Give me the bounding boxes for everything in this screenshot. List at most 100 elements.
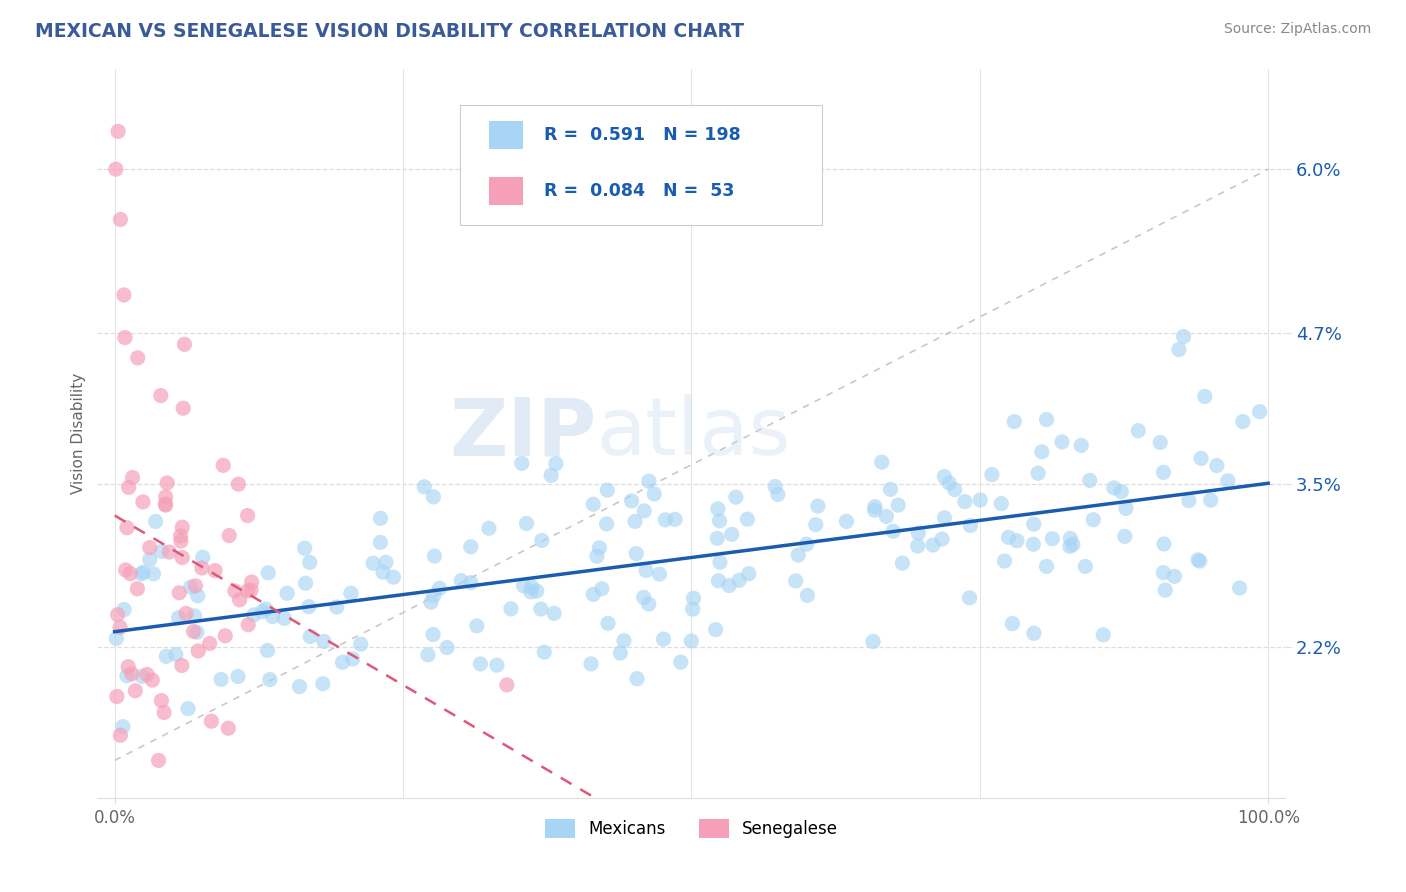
Point <box>1062 537 1084 551</box>
Point <box>422 589 444 603</box>
Y-axis label: Vision Disability: Vision Disability <box>72 373 86 494</box>
Point <box>167 586 190 600</box>
Point <box>1070 438 1092 452</box>
Point <box>107 124 129 138</box>
Point <box>543 607 565 621</box>
Point <box>997 530 1019 544</box>
Point <box>1178 493 1201 508</box>
Point <box>209 673 232 687</box>
Point <box>595 516 617 531</box>
Point <box>586 549 609 564</box>
Point <box>191 561 214 575</box>
Point <box>104 162 127 177</box>
Point <box>110 212 132 227</box>
Point <box>294 541 316 556</box>
Point <box>460 540 482 554</box>
Point <box>709 555 731 569</box>
Point <box>155 490 177 504</box>
Point <box>875 509 897 524</box>
Point <box>891 556 914 570</box>
Point <box>460 575 482 590</box>
Point <box>579 657 602 671</box>
Text: R =  0.084   N =  53: R = 0.084 N = 53 <box>544 182 734 200</box>
Text: ZIP: ZIP <box>449 394 596 473</box>
Point <box>520 580 543 594</box>
Point <box>131 566 153 581</box>
Point <box>682 591 704 606</box>
Point <box>959 518 981 533</box>
Point <box>1050 434 1073 449</box>
Point <box>1092 628 1115 642</box>
Point <box>620 494 643 508</box>
Point <box>254 602 277 616</box>
Point <box>127 351 149 365</box>
Point <box>117 659 139 673</box>
Point <box>180 580 202 594</box>
Point <box>114 563 136 577</box>
Point <box>361 556 384 570</box>
Point <box>312 676 335 690</box>
Point <box>374 555 396 569</box>
Point <box>1109 484 1132 499</box>
Point <box>342 652 364 666</box>
Point <box>204 564 226 578</box>
Point <box>198 636 221 650</box>
Point <box>236 583 259 598</box>
Point <box>107 607 129 622</box>
Point <box>652 632 675 646</box>
Point <box>626 672 648 686</box>
Point <box>870 455 893 469</box>
Point <box>993 554 1015 568</box>
Point <box>136 667 159 681</box>
Point <box>516 516 538 531</box>
Point <box>121 666 143 681</box>
Point <box>1074 559 1097 574</box>
Point <box>1005 533 1028 548</box>
Text: atlas: atlas <box>596 394 790 473</box>
Point <box>200 714 222 729</box>
Point <box>187 589 209 603</box>
Point <box>1152 466 1174 480</box>
Point <box>1205 458 1227 473</box>
Point <box>262 609 284 624</box>
Point <box>298 599 321 614</box>
Point <box>243 607 266 622</box>
Point <box>634 564 657 578</box>
Point <box>172 520 194 534</box>
Point <box>1026 467 1049 481</box>
Point <box>150 693 173 707</box>
Text: Source: ZipAtlas.com: Source: ZipAtlas.com <box>1223 22 1371 37</box>
Point <box>681 634 703 648</box>
Point <box>1188 554 1211 568</box>
Point <box>931 532 953 546</box>
Point <box>922 538 945 552</box>
Point <box>422 490 444 504</box>
Point <box>170 534 193 549</box>
Point <box>807 499 830 513</box>
Point <box>120 566 142 581</box>
Point <box>664 512 686 526</box>
Point <box>540 468 562 483</box>
Point <box>879 483 901 497</box>
Point <box>582 587 605 601</box>
Point <box>862 634 884 648</box>
Point <box>371 566 394 580</box>
Point <box>1167 343 1189 357</box>
Point <box>943 483 966 497</box>
Point <box>105 690 128 704</box>
Point <box>934 510 956 524</box>
Point <box>470 657 492 671</box>
Point <box>382 570 405 584</box>
Point <box>186 625 208 640</box>
Point <box>1078 474 1101 488</box>
Point <box>145 515 167 529</box>
Bar <box>489 121 523 149</box>
Point <box>1232 415 1254 429</box>
Point <box>111 720 134 734</box>
Point <box>1249 404 1271 418</box>
Point <box>105 632 128 646</box>
Point <box>118 480 141 494</box>
Point <box>212 458 235 473</box>
Point <box>1149 435 1171 450</box>
Point <box>169 529 191 543</box>
